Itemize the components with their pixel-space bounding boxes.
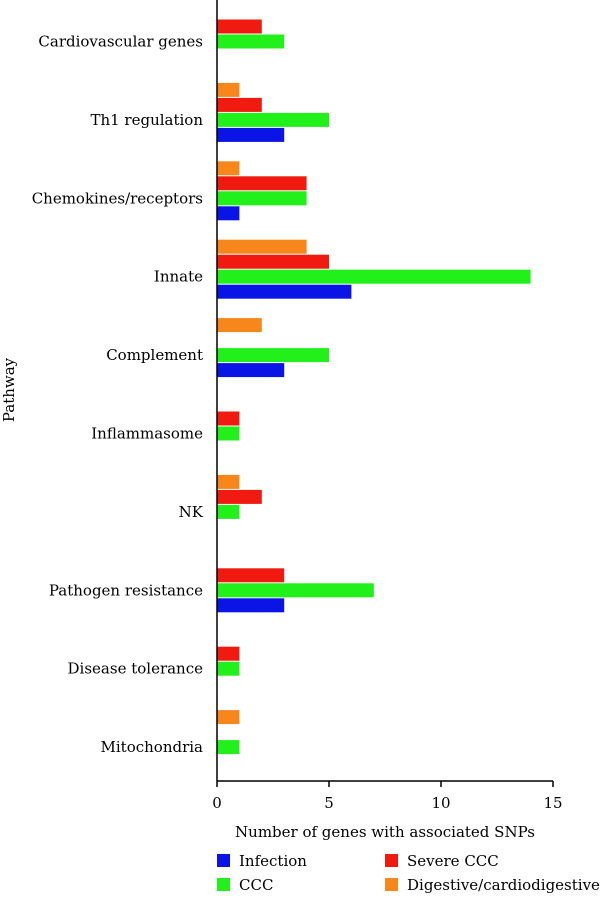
bar-digestive-cardiodigestive-chemokines-receptors [217,161,240,176]
bar-severe-ccc-inflammasome [217,411,240,426]
x-ticks-group: 0 5 10 15 [212,781,563,812]
x-tick-label: 10 [431,794,450,812]
bar-ccc-chemokines-receptors [217,191,307,206]
bar-infection-innate [217,284,352,299]
legend-swatch [385,854,398,867]
legend-label: Severe CCC [407,852,499,870]
bar-ccc-nk [217,504,240,519]
bars-group [217,19,531,755]
legend-swatch [217,854,230,867]
category-label: Chemokines/receptors [32,189,203,207]
category-labels-group: Cardiovascular genes Th1 regulation Chemok… [32,33,204,757]
x-axis-title: Number of genes with associated SNPs [235,823,535,841]
category-label: Innate [154,268,203,286]
bar-ccc-inflammasome [217,426,240,441]
bar-severe-ccc-cardiovascular-genes [217,19,262,34]
bar-ccc-mitochondria [217,740,240,755]
bar-digestive-cardiodigestive-innate [217,239,307,254]
bar-ccc-disease-tolerance [217,661,240,676]
x-tick-label: 5 [324,794,334,812]
x-tick-label: 15 [543,794,562,812]
bar-ccc-th1-regulation [217,112,329,127]
category-label: Pathogen resistance [49,581,203,599]
legend-label: Infection [239,852,307,870]
category-label: Disease tolerance [68,660,204,678]
bar-severe-ccc-pathogen-resistance [217,568,285,583]
category-label: NK [179,503,204,521]
bar-digestive-cardiodigestive-complement [217,318,262,333]
bar-digestive-cardiodigestive-mitochondria [217,710,240,725]
legend: Infection Severe CCC CCC Digestive/cardiodi… [217,852,600,894]
bar-severe-ccc-innate [217,254,329,269]
bar-severe-ccc-chemokines-receptors [217,176,307,191]
bar-severe-ccc-nk [217,489,262,504]
bar-ccc-cardiovascular-genes [217,34,285,49]
category-label: Th1 regulation [90,111,203,129]
legend-swatch [385,878,398,891]
bar-severe-ccc-disease-tolerance [217,646,240,661]
bar-severe-ccc-th1-regulation [217,97,262,112]
category-label: Complement [106,346,203,364]
category-label: Inflammasome [91,425,203,443]
bar-infection-complement [217,363,285,378]
legend-swatch [217,878,230,891]
category-label: Mitochondria [101,738,204,756]
bar-infection-th1-regulation [217,127,285,142]
x-tick-label: 0 [212,794,222,812]
bar-digestive-cardiodigestive-th1-regulation [217,82,240,97]
legend-label: CCC [239,876,273,894]
bar-digestive-cardiodigestive-nk [217,474,240,489]
bar-infection-pathogen-resistance [217,598,285,613]
bar-ccc-pathogen-resistance [217,583,374,598]
y-axis-title: Pathway [0,357,18,422]
bar-ccc-innate [217,269,531,284]
legend-label: Digestive/cardiodigestive [407,876,600,894]
category-label: Cardiovascular genes [38,33,203,51]
bar-ccc-complement [217,348,329,363]
bar-infection-chemokines-receptors [217,206,240,221]
